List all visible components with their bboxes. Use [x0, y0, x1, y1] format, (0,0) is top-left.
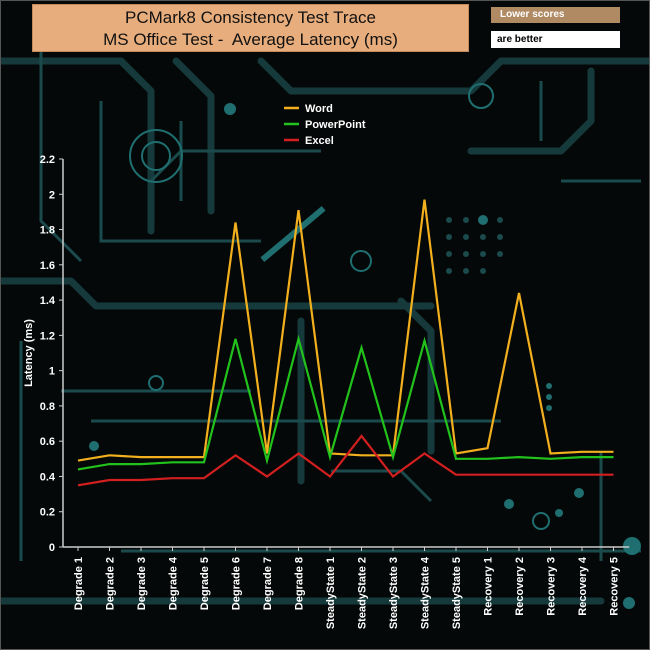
y-tick-label: 2.2	[40, 154, 55, 166]
x-tick-label: Degrade 3	[136, 557, 148, 610]
x-tick-label: Recovery 3	[546, 557, 558, 616]
y-tick-label: 2	[49, 189, 55, 201]
y-tick-label: 1	[49, 366, 55, 378]
legend-label-powerpoint: PowerPoint	[305, 119, 366, 131]
chart-title-box: PCMark8 Consistency Test Trace MS Office…	[32, 4, 469, 52]
y-tick-label: 0.4	[40, 471, 56, 483]
x-tick-label: Degrade 6	[231, 557, 243, 610]
chart-legend: Word PowerPoint Excel	[284, 103, 366, 147]
y-tick-label: 0	[49, 542, 55, 554]
x-tick-label: Degrade 4	[168, 556, 180, 610]
series-layer	[77, 199, 614, 487]
x-tick-label: SteadyState 2	[357, 557, 369, 629]
chart-title: PCMark8 Consistency Test Trace	[125, 8, 376, 27]
x-tick-label: Recovery 2	[514, 557, 526, 616]
y-tick-label: 1.6	[40, 260, 55, 272]
series-line-powerpoint	[77, 334, 614, 471]
y-axis-label: Latency (ms)	[23, 319, 35, 387]
x-tick-label: Degrade 5	[199, 557, 211, 610]
y-tick-label: 0.6	[40, 436, 55, 448]
legend-label-word: Word	[305, 103, 333, 115]
series-line-excel	[77, 434, 614, 487]
x-tick-label: Recovery 1	[483, 557, 495, 616]
x-tick-label: SteadyState 4	[420, 556, 432, 629]
x-tick-label: Degrade 7	[262, 557, 274, 610]
note-lower-scores: Lower scores	[491, 7, 620, 23]
x-tick-label: SteadyState 5	[451, 557, 463, 629]
x-tick-label: Recovery 4	[577, 556, 589, 616]
y-tick-label: 0.8	[40, 401, 55, 413]
legend-label-excel: Excel	[305, 135, 334, 147]
y-tick-label: 0.2	[40, 507, 55, 519]
y-tick-label: 1.8	[40, 225, 55, 237]
y-tick-label: 1.4	[40, 295, 56, 307]
chart-axes: 0 0.2 0.4 0.6 0.8 1 1.2 1.4 1.6 1.8 2 2.2 Degrade 1 D…	[40, 154, 630, 629]
chart-subtitle: MS Office Test - Average Latency (ms)	[103, 30, 398, 49]
x-tick-label: Degrade 8	[294, 557, 306, 610]
x-tick-label: SteadyState 1	[325, 557, 337, 629]
x-tick-label: SteadyState 3	[388, 557, 400, 629]
note-are-better: are better	[491, 31, 620, 48]
series-line-word	[77, 199, 614, 462]
y-tick-label: 1.2	[40, 330, 55, 342]
x-tick-label: Degrade 1	[73, 557, 85, 610]
x-tick-label: Degrade 2	[105, 557, 117, 610]
x-tick-label: Recovery 5	[609, 557, 621, 616]
